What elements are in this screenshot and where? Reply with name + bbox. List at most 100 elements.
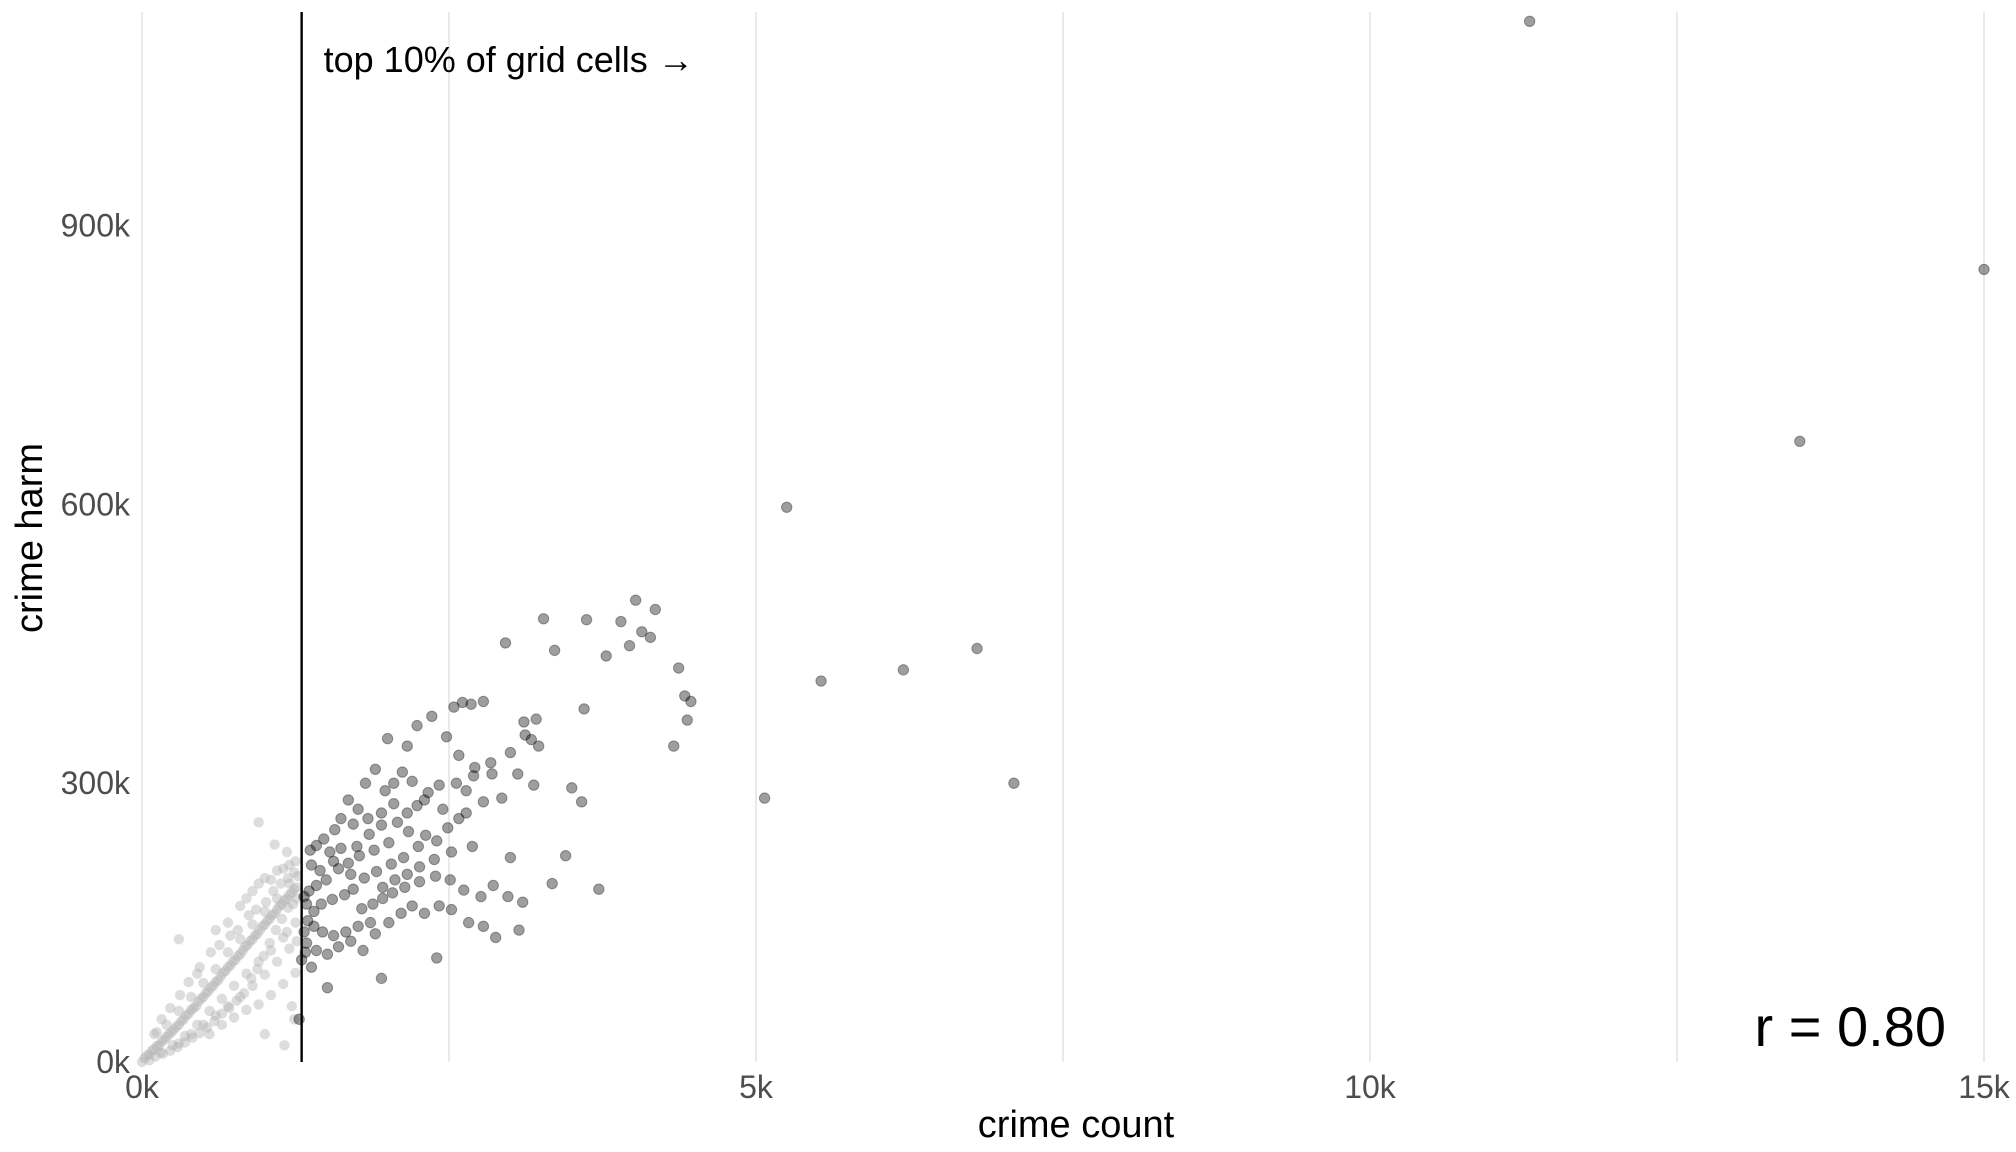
other-cell-point bbox=[222, 947, 234, 958]
other-cell-point bbox=[281, 926, 293, 938]
other-cell-point bbox=[144, 1049, 155, 1060]
top-cell-point bbox=[445, 903, 458, 916]
top-cell-point bbox=[1978, 263, 1990, 276]
top-cell-point bbox=[310, 944, 323, 957]
other-cell-point bbox=[230, 954, 241, 965]
top-cell-point bbox=[367, 898, 379, 910]
top-cell-point bbox=[411, 719, 423, 732]
y-axis-title: crime harm bbox=[9, 443, 51, 633]
other-cell-point bbox=[209, 1015, 220, 1027]
other-cell-point bbox=[139, 1053, 150, 1064]
top-cell-point bbox=[532, 740, 545, 752]
top-cell-point bbox=[528, 779, 540, 791]
top-cell-point bbox=[376, 892, 389, 905]
other-cell-point bbox=[222, 1001, 234, 1012]
top-cell-point bbox=[300, 937, 313, 949]
other-cell-point bbox=[235, 991, 246, 1003]
top-cell-point bbox=[406, 775, 418, 788]
other-cell-point bbox=[217, 967, 229, 978]
top-cell-point bbox=[548, 644, 561, 657]
other-cell-point bbox=[208, 980, 219, 992]
other-cell-point bbox=[225, 960, 236, 971]
top-cell-point bbox=[496, 792, 508, 804]
other-cell-point bbox=[210, 1010, 221, 1021]
top-cell-point bbox=[388, 777, 400, 789]
other-cell-point bbox=[168, 1024, 180, 1035]
top-cell-point bbox=[308, 905, 320, 918]
other-cell-point bbox=[286, 887, 298, 899]
top-cell-point bbox=[465, 698, 477, 710]
other-cell-point bbox=[241, 893, 252, 904]
other-cell-point bbox=[167, 1040, 178, 1051]
top-cell-point bbox=[329, 823, 341, 836]
top-cell-point bbox=[318, 833, 330, 845]
other-cell-point bbox=[268, 885, 279, 897]
top-cell-point bbox=[502, 890, 514, 903]
other-cell-point bbox=[289, 883, 300, 895]
top-cell-point bbox=[466, 840, 479, 853]
other-cell-point bbox=[252, 963, 263, 975]
correlation-label: r = 0.80 bbox=[1755, 995, 1946, 1058]
top-cell-point bbox=[758, 792, 771, 804]
other-cell-point bbox=[286, 1001, 298, 1012]
other-cell-point bbox=[269, 908, 280, 919]
top-cell-point bbox=[487, 879, 499, 892]
other-cell-point bbox=[205, 982, 216, 993]
x-axis-ticks: 0k 5k 10k 15k bbox=[125, 1069, 2011, 1105]
top-cell-point bbox=[401, 740, 413, 752]
other-cell-point bbox=[231, 995, 242, 1006]
other-cell-point bbox=[185, 991, 197, 1003]
other-cell-point bbox=[183, 1008, 194, 1019]
other-cell-point bbox=[271, 893, 283, 904]
other-cell-point bbox=[136, 1056, 148, 1068]
other-cell-point bbox=[166, 1027, 177, 1038]
other-cell-point bbox=[290, 856, 301, 867]
top-cell-point bbox=[357, 944, 369, 957]
other-cell-point bbox=[173, 1019, 185, 1031]
top-cell-point bbox=[513, 924, 525, 936]
top-cell-point bbox=[679, 690, 691, 702]
other-cell-point bbox=[287, 898, 299, 910]
top-cell-point bbox=[363, 828, 375, 841]
y-axis-ticks: 0k 300k 600k 900k bbox=[61, 208, 131, 1080]
top-cell-point bbox=[418, 794, 431, 806]
other-cell-point bbox=[257, 921, 268, 932]
top-cell-point bbox=[649, 603, 662, 616]
other-cell-point bbox=[262, 915, 273, 926]
top-cell-point bbox=[347, 818, 359, 830]
other-cell-point bbox=[237, 945, 248, 956]
other-cell-point bbox=[198, 977, 209, 989]
other-cell-point bbox=[156, 1014, 167, 1025]
top-cell-point bbox=[315, 898, 327, 910]
top-cell-point bbox=[375, 807, 388, 819]
other-cell-point bbox=[235, 934, 246, 945]
top-cell-point bbox=[316, 926, 329, 938]
other-cell-point bbox=[155, 1047, 166, 1058]
other-cell-point bbox=[289, 867, 300, 878]
top-cell-point bbox=[575, 796, 588, 808]
other-cell-point bbox=[291, 882, 302, 893]
other-cell-point bbox=[179, 1030, 191, 1042]
top-cell-point bbox=[352, 920, 364, 933]
top-cell-point bbox=[351, 840, 363, 853]
other-cell-point bbox=[282, 902, 294, 913]
other-cell-point bbox=[149, 1043, 160, 1055]
top-cell-point bbox=[623, 640, 636, 652]
other-cell-point bbox=[210, 924, 221, 936]
top-cell-point bbox=[332, 941, 345, 953]
other-cell-point bbox=[190, 1001, 202, 1012]
other-cell-point bbox=[193, 996, 204, 1007]
other-cell-point bbox=[144, 1054, 155, 1066]
top-cell-point bbox=[376, 881, 389, 894]
other-cell-point bbox=[173, 1005, 185, 1017]
top-cell-point bbox=[444, 874, 456, 886]
x-tick-label: 15k bbox=[1958, 1069, 2011, 1105]
top-cell-point bbox=[519, 729, 531, 741]
top-cell-point bbox=[668, 740, 680, 752]
top-cell-point bbox=[345, 935, 357, 947]
other-cell-point bbox=[161, 1019, 172, 1031]
top-cell-point bbox=[1794, 435, 1806, 447]
other-cell-point bbox=[291, 893, 302, 904]
top-cell-point bbox=[413, 861, 426, 873]
